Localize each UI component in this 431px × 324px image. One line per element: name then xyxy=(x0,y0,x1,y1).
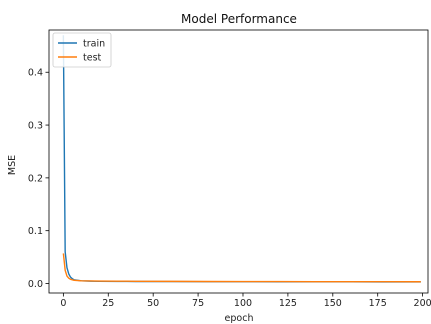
legend xyxy=(52,32,112,68)
x-tick-label: 125 xyxy=(279,298,297,309)
y-tick-label: 0.3 xyxy=(28,121,43,132)
x-tick-label: 0 xyxy=(60,298,66,309)
y-tick-label: 0.4 xyxy=(28,68,43,79)
series-line-test xyxy=(62,253,421,283)
x-tick-label: 175 xyxy=(369,298,387,309)
x-tick-label: 150 xyxy=(324,298,342,309)
plot-frame xyxy=(48,29,429,294)
legend-label-train: train xyxy=(83,39,105,50)
x-tick-label: 50 xyxy=(147,298,159,309)
chart-title: Model Performance xyxy=(181,12,297,26)
plot-area: 0 25 50 75 100 125 150 175 200 0.0 0.1 0.2 0.3 0.4 tra… xyxy=(28,29,431,309)
y-tick-label: 0.1 xyxy=(28,226,43,237)
legend-label-test: test xyxy=(83,53,102,64)
y-axis-label: MSE xyxy=(7,155,18,175)
y-tick-label: 0.2 xyxy=(28,173,43,184)
x-tick-label: 200 xyxy=(414,298,431,309)
y-tick-label: 0.0 xyxy=(28,279,43,290)
x-tick-label: 100 xyxy=(234,298,252,309)
x-axis-label: epoch xyxy=(225,313,254,324)
x-tick-label: 75 xyxy=(192,298,204,309)
x-tick-label: 25 xyxy=(102,298,114,309)
series-line-train xyxy=(62,35,421,283)
